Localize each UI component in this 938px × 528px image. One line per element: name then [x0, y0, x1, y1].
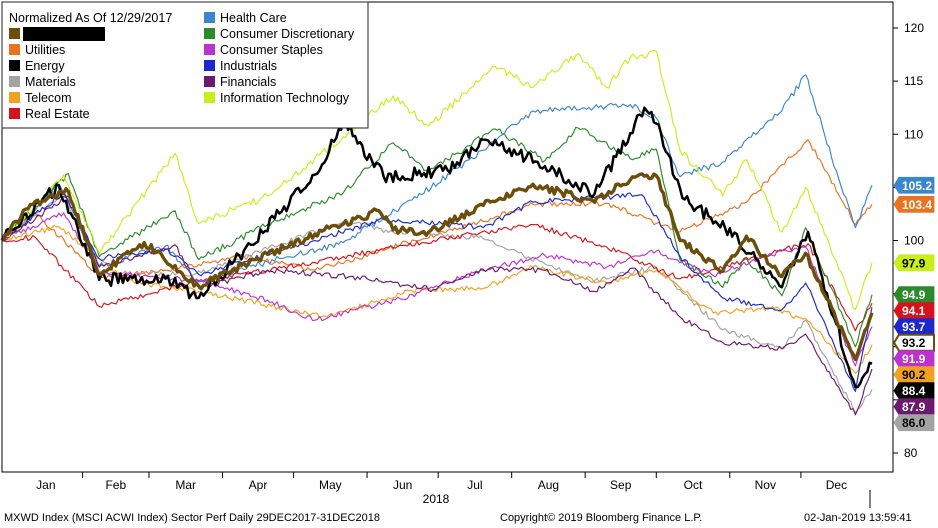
x-tick-label: Jul [467, 478, 482, 492]
legend-swatch [9, 44, 20, 55]
legend-swatch [9, 108, 20, 119]
x-tick-label: Sep [610, 478, 632, 492]
end-label-box [893, 382, 935, 400]
legend-title: Normalized As Of 12/29/2017 [9, 11, 172, 25]
end-value-label: 97.9 [902, 256, 926, 270]
end-value-label: 105.2 [902, 179, 932, 193]
x-tick-label: Oct [684, 478, 703, 492]
end-label-box [893, 414, 935, 432]
x-tick-label: Feb [105, 478, 126, 492]
end-value-label: 87.9 [902, 400, 926, 414]
series-line-industrials [1, 192, 873, 392]
legend-label: Industrials [220, 59, 277, 73]
legend: Normalized As Of 12/29/2017 Health Care Co… [1, 1, 369, 129]
end-value-label: 91.9 [902, 352, 926, 366]
legend-swatch [9, 76, 20, 87]
y-tick-label: 100 [904, 234, 924, 248]
series-line-financials [1, 195, 873, 416]
end-label-box [893, 398, 935, 416]
end-value-label: 86.0 [902, 416, 926, 430]
legend-swatch [204, 44, 215, 55]
legend-label: Materials [25, 75, 76, 89]
y-tick-label: 110 [904, 127, 923, 141]
end-label-box [893, 286, 935, 304]
y-tick-label: 120 [904, 21, 924, 35]
x-tick-label: Nov [755, 478, 776, 492]
x-tick-label: Jun [393, 478, 412, 492]
y-tick-label: 80 [904, 446, 918, 460]
x-tick-label: Jan [36, 478, 55, 492]
legend-swatch [204, 92, 215, 103]
plot-frame [1, 1, 894, 473]
legend-box [1, 1, 369, 129]
end-value-label: 94.1 [902, 304, 926, 318]
legend-swatch [9, 92, 20, 103]
legend-label: Consumer Discretionary [220, 27, 355, 41]
series-line-health-care [1, 74, 873, 283]
legend-highlight [23, 27, 105, 41]
y-tick-label: 115 [904, 74, 923, 88]
end-value-label: 103.4 [902, 198, 932, 212]
footer-copyright: Copyright© 2019 Bloomberg Finance L.P. [500, 512, 703, 524]
x-tick-label: Aug [538, 478, 559, 492]
end-label-box [893, 195, 935, 213]
x-tick-label: Dec [826, 478, 847, 492]
legend-label: Energy [25, 59, 65, 73]
end-label-box [893, 318, 935, 336]
legend-label: Health Care [220, 11, 287, 25]
legend-label: Information Technology [220, 91, 350, 105]
end-value-label: 94.9 [902, 288, 926, 302]
legend-label: Financials [220, 75, 276, 89]
end-label-layer: 105.2 103.4 97.9 94.9 94.1 93.7 93.2 91.9 90.2 88… [892, 176, 935, 432]
end-label-box [893, 254, 935, 272]
legend-swatch [204, 60, 215, 71]
end-label-box [893, 366, 935, 384]
legend-label: Consumer Staples [220, 43, 323, 57]
series-line-energy [0, 106, 873, 389]
series-layer [0, 49, 874, 416]
end-value-label: 93.7 [902, 320, 926, 334]
legend-label: MSCI World [25, 27, 92, 41]
x-tick-label: Mar [175, 478, 196, 492]
legend-swatch [204, 12, 215, 23]
legend-swatch [9, 60, 20, 71]
end-value-label: 93.2 [902, 336, 926, 350]
end-value-label: 90.2 [902, 368, 926, 382]
legend-swatch [9, 28, 20, 39]
end-value-label: 88.4 [902, 384, 926, 398]
series-line-real-estate [1, 223, 873, 332]
series-line-consumer-discretionary [1, 126, 873, 348]
x-tick-label: May [319, 478, 342, 492]
legend-label: Telecom [25, 91, 72, 105]
x-tick-label: Apr [249, 478, 268, 492]
series-line-msci-world [0, 172, 874, 362]
legend-label: Utilities [25, 43, 65, 57]
x-year-label: 2018 [423, 492, 450, 506]
end-label-box [893, 176, 935, 194]
legend-swatch [204, 28, 215, 39]
footer-timestamp: 02-Jan-2019 13:59:41 [804, 512, 912, 524]
series-line-information-technology [1, 49, 873, 311]
end-label-box [893, 302, 935, 320]
series-line-consumer-staples [1, 212, 873, 367]
legend-label: Real Estate [25, 107, 90, 121]
legend-swatch [204, 76, 215, 87]
end-label-box [893, 350, 935, 368]
footer-security-info: MXWD Index (MSCI ACWI Index) Sector Perf… [4, 512, 380, 524]
end-label-box [892, 333, 935, 352]
